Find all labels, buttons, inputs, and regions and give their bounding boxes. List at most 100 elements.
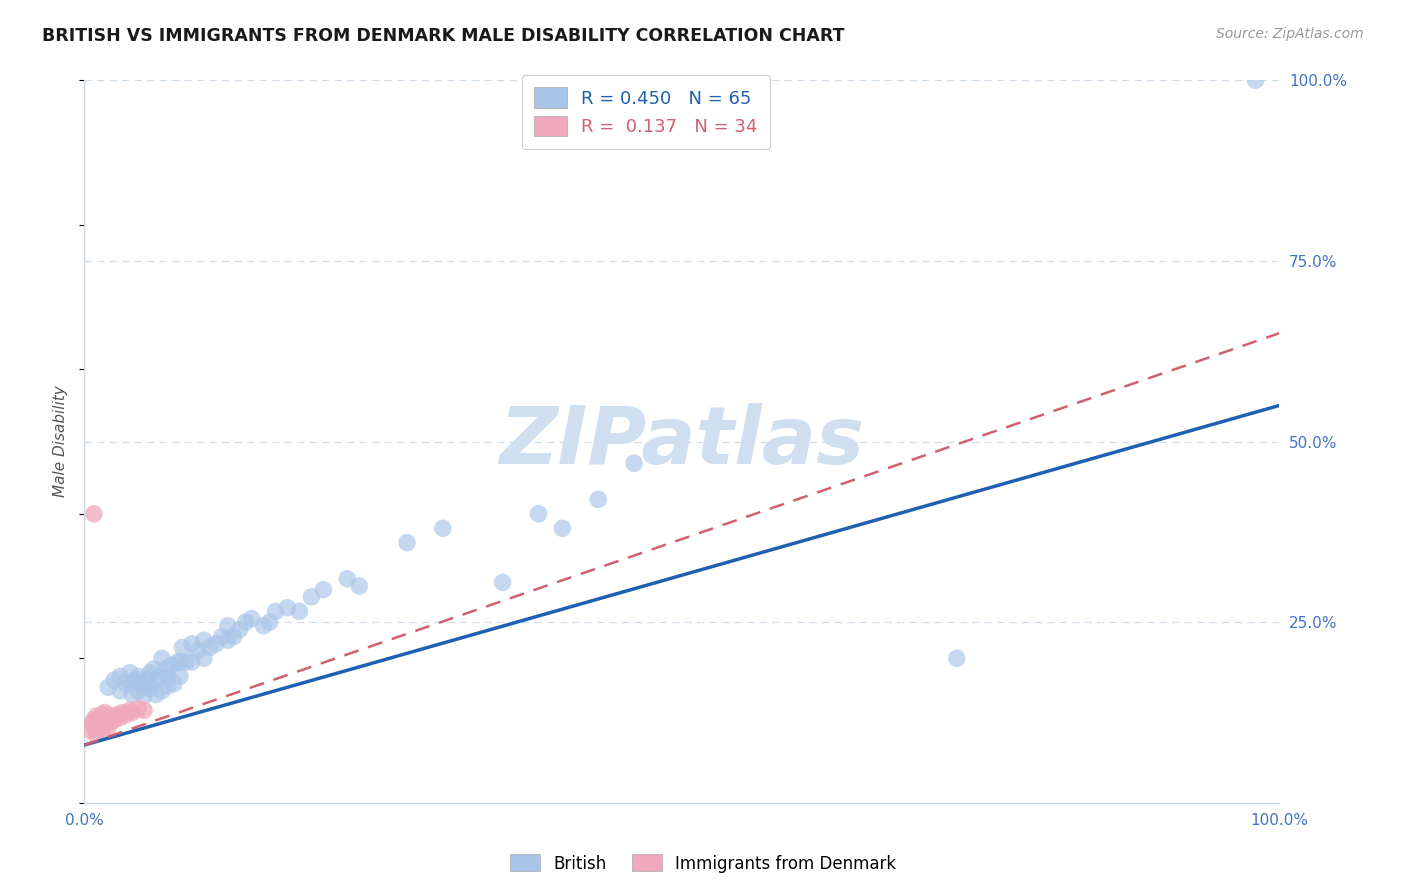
Point: [89, 718, 111, 732]
Point: [97, 710, 120, 724]
Point: [79, 723, 101, 738]
Point: [97, 680, 120, 694]
Point: [142, 662, 165, 676]
Point: [121, 676, 143, 690]
Point: [174, 655, 197, 669]
Point: [100, 714, 122, 729]
Point: [91, 707, 114, 722]
Point: [127, 669, 149, 683]
Point: [91, 723, 114, 738]
Point: [131, 676, 153, 690]
Point: [235, 615, 257, 630]
Point: [87, 713, 110, 727]
Point: [157, 679, 180, 693]
Point: [336, 572, 359, 586]
Point: [82, 716, 104, 731]
Point: [1244, 73, 1267, 87]
Point: [111, 706, 134, 720]
Point: [101, 709, 124, 723]
Point: [86, 714, 108, 729]
Point: [91, 714, 114, 729]
Point: [150, 683, 173, 698]
Point: [139, 665, 162, 680]
Point: [145, 674, 167, 689]
Point: [97, 720, 120, 734]
Point: [551, 521, 574, 535]
Point: [264, 604, 287, 618]
Point: [132, 679, 156, 693]
Point: [217, 619, 239, 633]
Point: [148, 669, 170, 683]
Point: [527, 507, 550, 521]
Point: [163, 676, 186, 690]
Point: [110, 710, 132, 724]
Point: [118, 703, 141, 717]
Point: [301, 590, 323, 604]
Point: [83, 720, 105, 734]
Point: [93, 706, 115, 720]
Point: [222, 630, 245, 644]
Point: [110, 669, 132, 683]
Point: [94, 716, 117, 731]
Point: [211, 630, 233, 644]
Point: [277, 600, 299, 615]
Point: [107, 707, 129, 722]
Point: [103, 673, 125, 687]
Point: [588, 492, 610, 507]
Point: [217, 633, 239, 648]
Point: [127, 702, 149, 716]
Point: [90, 710, 112, 724]
Point: [118, 665, 141, 680]
Point: [288, 604, 311, 618]
Point: [83, 507, 105, 521]
Point: [312, 582, 335, 597]
Point: [492, 575, 515, 590]
Point: [432, 521, 454, 535]
Point: [205, 637, 228, 651]
Point: [187, 644, 209, 658]
Point: [193, 651, 215, 665]
Point: [159, 658, 181, 673]
Point: [181, 655, 204, 669]
Point: [145, 687, 167, 701]
Point: [96, 710, 118, 724]
Point: [132, 703, 156, 717]
Point: [166, 655, 188, 669]
Point: [124, 673, 146, 687]
Point: [132, 689, 156, 703]
Point: [946, 651, 969, 665]
Point: [93, 718, 115, 732]
Point: [240, 611, 263, 625]
Point: [155, 662, 177, 676]
Point: [181, 637, 204, 651]
Point: [198, 640, 221, 655]
Point: [121, 706, 143, 720]
Point: [87, 720, 110, 734]
Point: [135, 672, 157, 686]
Point: [115, 707, 138, 722]
Point: [115, 676, 138, 690]
Point: [157, 669, 180, 683]
Point: [121, 687, 143, 701]
Point: [110, 683, 132, 698]
Point: [396, 535, 419, 549]
Point: [623, 456, 645, 470]
Point: [259, 615, 281, 630]
Text: ZIPatlas: ZIPatlas: [499, 402, 865, 481]
Text: BRITISH VS IMMIGRANTS FROM DENMARK MALE DISABILITY CORRELATION CHART: BRITISH VS IMMIGRANTS FROM DENMARK MALE …: [42, 27, 845, 45]
Legend: R = 0.450   N = 65, R =  0.137   N = 34: R = 0.450 N = 65, R = 0.137 N = 34: [522, 75, 770, 149]
Point: [169, 669, 191, 683]
Point: [103, 713, 125, 727]
Point: [86, 709, 108, 723]
Point: [169, 655, 191, 669]
Point: [172, 640, 194, 655]
Point: [253, 619, 276, 633]
Legend: British, Immigrants from Denmark: British, Immigrants from Denmark: [503, 847, 903, 880]
Point: [86, 727, 108, 741]
Point: [139, 681, 162, 696]
Point: [229, 623, 252, 637]
Point: [83, 713, 105, 727]
Text: Source: ZipAtlas.com: Source: ZipAtlas.com: [1216, 27, 1364, 41]
Point: [93, 713, 115, 727]
Y-axis label: Male Disability: Male Disability: [53, 385, 69, 498]
